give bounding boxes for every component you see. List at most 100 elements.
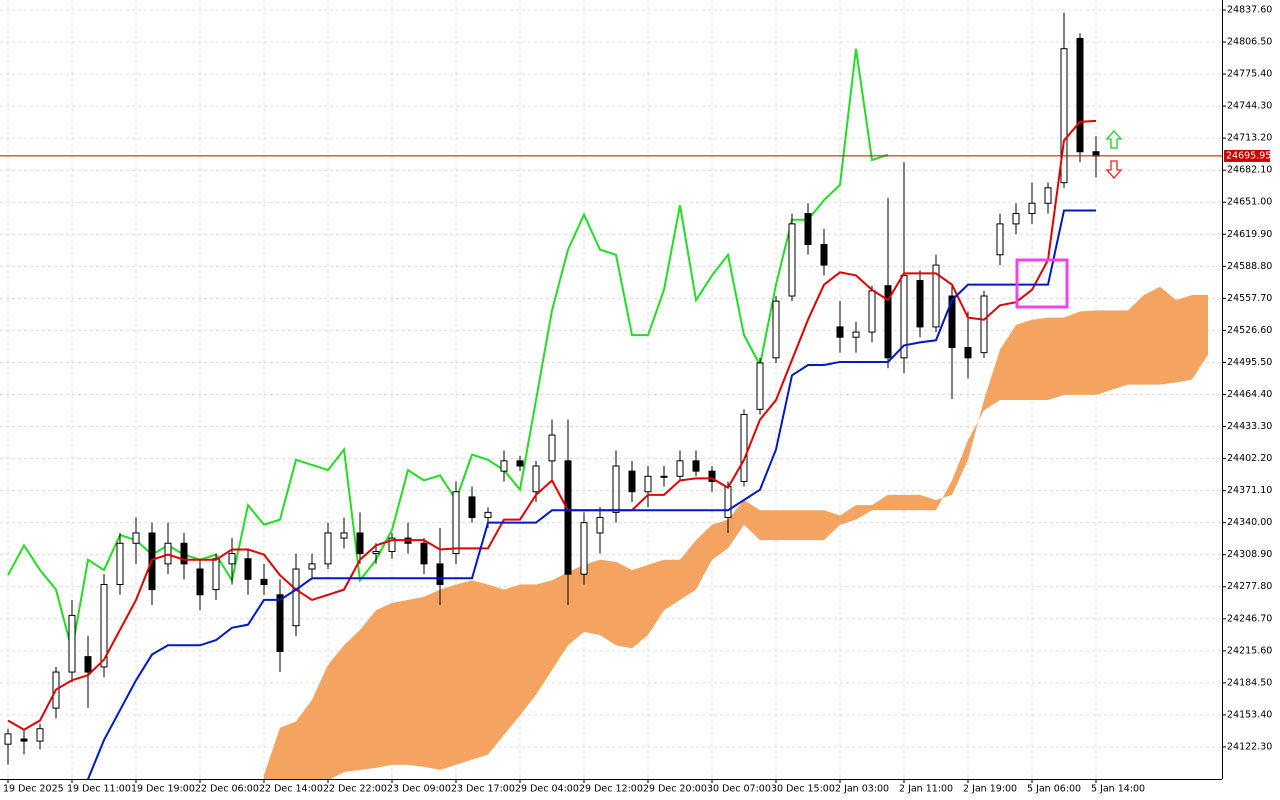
candle-body [484,511,492,519]
candle-body [612,465,620,513]
candle-body [276,594,284,652]
candle-body [996,223,1004,256]
candle-body [820,243,828,266]
y-tick-label: 24153.40 [1227,709,1272,720]
x-tick-label: 5 Jan 06:00 [1027,784,1081,795]
candle-body [116,542,124,585]
candle-body [740,413,748,482]
candle-body [660,475,668,478]
y-tick-label: 24184.50 [1227,677,1272,688]
candle-body [4,733,12,745]
candle-body [244,558,252,580]
y-tick-label: 24588.80 [1227,261,1272,272]
y-tick-label: 24619.90 [1227,229,1272,240]
candle-body [68,614,76,673]
y-tick-label: 24402.20 [1227,453,1272,464]
y-tick-label: 24806.50 [1227,37,1272,48]
candle-body [724,486,732,519]
y-tick-label: 24682.10 [1227,165,1272,176]
candle-body [372,551,380,555]
candle-body [948,295,956,349]
candle-body [676,460,684,477]
candle-body [804,213,812,245]
candle-body [212,558,220,591]
candle-body [756,362,764,410]
candle-body [468,496,476,519]
x-tick-label: 23 Dec 09:00 [387,784,451,795]
y-tick-label: 24246.70 [1227,613,1272,624]
x-tick-label: 30 Dec 07:00 [707,784,771,795]
y-tick-label: 24837.60 [1227,4,1272,15]
candle-body [1092,151,1100,157]
candle-body [980,295,988,354]
candle-body [452,491,460,555]
candle-body [884,285,892,359]
candle-body [548,434,556,462]
plot-area [0,12,1222,779]
x-tick-label: 22 Dec 06:00 [195,784,259,795]
kijun-line [87,209,1096,779]
candle-body [564,460,572,575]
y-tick-label: 24744.30 [1227,101,1272,112]
candle-body [580,522,588,575]
candle-body [596,517,604,534]
candle-body [900,274,908,359]
x-tick-label: 2 Jan 19:00 [963,784,1017,795]
x-tick-label: 29 Dec 12:00 [579,784,643,795]
candle-body [180,542,188,565]
candle-body [36,728,44,742]
candle-body [356,532,364,555]
y-tick-label: 24464.40 [1227,389,1272,400]
candle-body [852,331,860,338]
up-arrow [1105,130,1123,149]
candle-body [228,553,236,565]
candle-body [292,568,300,627]
current-price-label: 24695.95 [1226,150,1271,161]
candle-body [436,563,444,585]
candle-body [1044,187,1052,204]
x-tick-label: 19 Dec 19:00 [131,784,195,795]
y-tick-label: 24371.10 [1227,485,1272,496]
candle-body [692,460,700,472]
x-tick-label: 29 Dec 20:00 [643,784,707,795]
candle-body [132,532,140,544]
candle-body [84,656,92,673]
candle-body [420,542,428,565]
y-tick-label: 24277.80 [1227,581,1272,592]
tenkan-line [7,119,1097,731]
candle-body [772,300,780,359]
candle-body [708,470,716,482]
candle-body [916,280,924,328]
y-tick-label: 24340.00 [1227,517,1272,528]
candle-body [308,563,316,570]
y-tick-label: 24526.60 [1227,325,1272,336]
down-arrow [1105,160,1123,179]
ichimoku-cloud [264,286,1208,779]
candle-body [788,223,796,297]
candle-body [500,460,508,472]
candle-body [516,460,524,467]
candle-body [1076,37,1084,153]
candle-body [1012,213,1020,225]
candle-body [932,264,940,328]
candle-body [1028,202,1036,215]
candle-body [100,583,108,668]
candle-body [20,738,28,742]
current-price-tag [1224,149,1270,162]
y-tick-label: 24713.20 [1227,133,1272,144]
y-tick-label: 24651.00 [1227,197,1272,208]
y-tick-label: 24122.30 [1227,741,1272,752]
x-tick-label: 22 Dec 14:00 [259,784,323,795]
candle-body [1060,48,1068,184]
x-tick-label: 23 Dec 17:00 [451,784,515,795]
x-tick-label: 19 Dec 2025 [3,784,64,795]
y-tick-label: 24215.60 [1227,645,1272,656]
x-tick-label: 19 Dec 11:00 [67,784,131,795]
candle-body [340,532,348,539]
candle-body [836,326,844,338]
y-tick-label: 24495.50 [1227,357,1272,368]
